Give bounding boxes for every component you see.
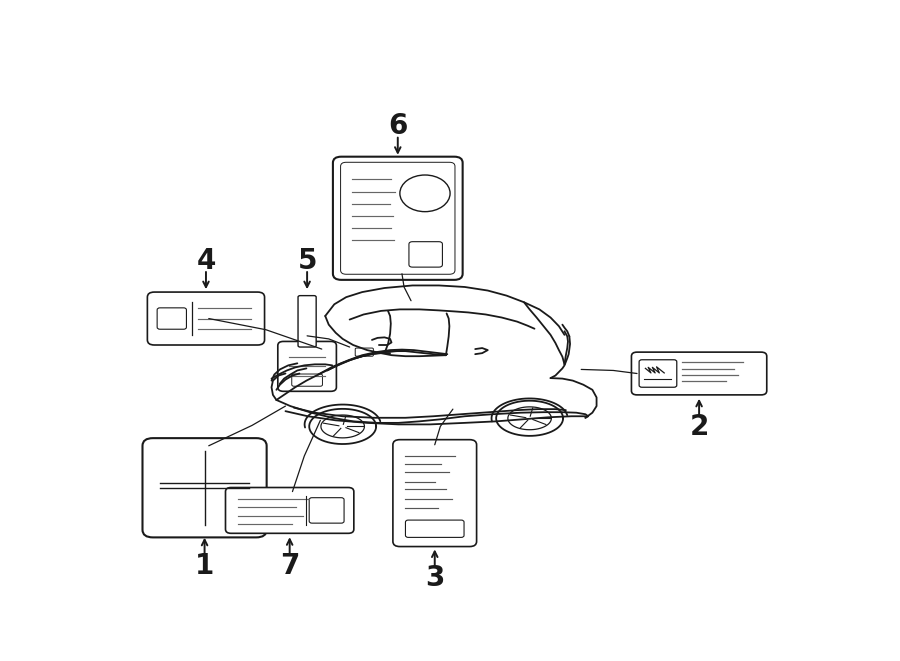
Text: 5: 5 (297, 247, 317, 274)
FancyBboxPatch shape (310, 498, 344, 523)
Text: 1: 1 (195, 553, 214, 580)
FancyBboxPatch shape (405, 520, 464, 537)
FancyBboxPatch shape (298, 295, 316, 347)
Text: 6: 6 (388, 112, 408, 140)
FancyBboxPatch shape (148, 292, 265, 345)
FancyBboxPatch shape (142, 438, 266, 537)
FancyBboxPatch shape (632, 352, 767, 395)
FancyBboxPatch shape (393, 440, 477, 547)
Text: 7: 7 (280, 552, 300, 580)
FancyBboxPatch shape (292, 374, 322, 386)
FancyBboxPatch shape (340, 163, 455, 274)
FancyBboxPatch shape (333, 157, 463, 280)
Text: 3: 3 (425, 564, 445, 592)
FancyBboxPatch shape (278, 342, 337, 391)
FancyBboxPatch shape (356, 348, 373, 356)
FancyBboxPatch shape (409, 242, 443, 267)
FancyBboxPatch shape (226, 488, 354, 533)
Text: 4: 4 (196, 247, 216, 274)
FancyBboxPatch shape (158, 308, 186, 329)
FancyBboxPatch shape (639, 360, 677, 387)
Text: 2: 2 (689, 413, 709, 442)
